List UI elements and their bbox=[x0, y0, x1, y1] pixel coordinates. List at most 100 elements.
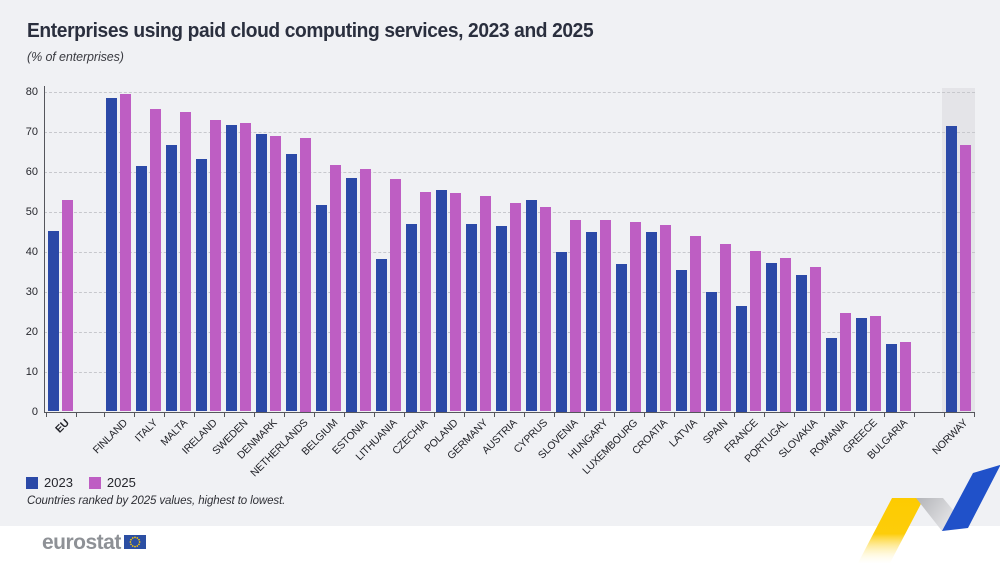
bar-2025-lithuania bbox=[390, 179, 401, 412]
x-axis-tick bbox=[883, 412, 885, 417]
footer-bar bbox=[0, 526, 1000, 563]
bar-2025-ireland bbox=[210, 119, 221, 412]
bar-2025-luxembourg bbox=[630, 221, 641, 412]
bar-2025-bulgaria bbox=[900, 342, 911, 412]
bar-2025-norway bbox=[960, 145, 971, 412]
bar-2025-cyprus bbox=[540, 206, 551, 412]
bar-2025-portugal bbox=[780, 257, 791, 412]
x-axis-tick bbox=[673, 412, 675, 417]
x-axis-tick bbox=[133, 412, 135, 417]
chart-subtitle: (% of enterprises) bbox=[27, 50, 124, 64]
bar-2023-hungary bbox=[586, 232, 597, 412]
x-axis-tick bbox=[853, 412, 855, 417]
eurostat-logo: eurostat bbox=[42, 531, 146, 554]
bar-2023-estonia bbox=[346, 177, 357, 412]
bar-2023-poland bbox=[436, 189, 447, 412]
x-axis-tick bbox=[793, 412, 795, 417]
x-axis-tick bbox=[193, 412, 195, 417]
x-axis-tick bbox=[223, 412, 225, 417]
bar-2023-ireland bbox=[196, 159, 207, 412]
gridline-60 bbox=[44, 171, 975, 173]
bar-2023-portugal bbox=[766, 262, 777, 412]
eu-flag-icon bbox=[123, 535, 146, 554]
bar-2023-czechia bbox=[406, 223, 417, 412]
bar-2025-germany bbox=[480, 195, 491, 412]
x-axis-tick bbox=[163, 412, 165, 417]
bar-2025-austria bbox=[510, 203, 521, 412]
gridline-70 bbox=[44, 131, 975, 133]
x-axis-tick bbox=[523, 412, 525, 417]
x-axis-tick bbox=[583, 412, 585, 417]
bar-2023-malta bbox=[166, 144, 177, 412]
gridline-40 bbox=[44, 251, 975, 253]
y-axis-tick-label: 80 bbox=[25, 85, 38, 98]
x-axis-tick bbox=[403, 412, 405, 417]
x-axis-tick bbox=[493, 412, 495, 417]
bar-2025-slovakia bbox=[810, 266, 821, 412]
gridline-10 bbox=[44, 371, 975, 373]
bar-2023-netherlands bbox=[286, 154, 297, 412]
legend-entry-2023: 2023 bbox=[26, 475, 73, 490]
bar-2023-romania bbox=[826, 338, 837, 412]
bar-2025-eu bbox=[62, 199, 73, 412]
bar-2025-malta bbox=[180, 111, 191, 412]
x-axis-tick bbox=[343, 412, 345, 417]
x-axis-tick bbox=[283, 412, 285, 417]
bar-2025-croatia bbox=[660, 225, 671, 412]
bar-2023-sweden bbox=[226, 125, 237, 412]
chart-legend: 2023 2025 bbox=[26, 475, 136, 490]
x-axis-line bbox=[44, 411, 975, 413]
x-axis-tick bbox=[45, 412, 47, 417]
bar-2025-latvia bbox=[690, 235, 701, 412]
legend-label-2025: 2025 bbox=[106, 475, 136, 490]
bar-2025-sweden bbox=[240, 122, 251, 412]
bar-2023-greece bbox=[856, 318, 867, 412]
y-axis-line bbox=[44, 86, 45, 412]
legend-swatch-2023-icon bbox=[26, 476, 38, 489]
gridline-80 bbox=[44, 91, 975, 93]
bar-2025-italy bbox=[150, 109, 161, 412]
legend-label-2023: 2023 bbox=[44, 475, 73, 490]
gridline-20 bbox=[44, 331, 975, 333]
x-axis-tick bbox=[373, 412, 375, 417]
bar-2023-latvia bbox=[676, 269, 687, 412]
x-axis-tick bbox=[75, 412, 77, 417]
bar-2025-finland bbox=[120, 94, 131, 412]
x-axis-tick bbox=[703, 412, 705, 417]
x-axis-tick bbox=[433, 412, 435, 417]
chart-title: Enterprises using paid cloud computing s… bbox=[27, 20, 594, 42]
x-axis-tick bbox=[733, 412, 735, 417]
x-axis-tick bbox=[943, 412, 945, 417]
bar-2023-croatia bbox=[646, 231, 657, 412]
bar-2023-luxembourg bbox=[616, 264, 627, 412]
bar-2023-belgium bbox=[316, 205, 327, 412]
bar-2023-italy bbox=[136, 165, 147, 412]
bar-2025-romania bbox=[840, 313, 851, 412]
y-axis-tick-label: 50 bbox=[25, 205, 38, 218]
bar-2023-eu bbox=[48, 230, 59, 412]
x-axis-tick bbox=[913, 412, 915, 417]
bar-2023-finland bbox=[106, 98, 117, 412]
bar-2025-denmark bbox=[270, 135, 281, 412]
gridline-30 bbox=[44, 291, 975, 293]
bar-2025-belgium bbox=[330, 165, 341, 412]
x-axis-tick bbox=[553, 412, 555, 417]
bar-2023-cyprus bbox=[526, 200, 537, 412]
bar-2025-greece bbox=[870, 315, 881, 412]
x-axis-tick bbox=[973, 412, 975, 417]
x-axis-tick bbox=[613, 412, 615, 417]
x-axis-tick bbox=[763, 412, 765, 417]
bar-2025-france bbox=[750, 250, 761, 412]
x-axis-tick bbox=[463, 412, 465, 417]
bar-2025-hungary bbox=[600, 220, 611, 412]
y-axis-tick-label: 30 bbox=[25, 285, 38, 298]
x-axis-tick bbox=[643, 412, 645, 417]
bar-2023-germany bbox=[466, 223, 477, 412]
legend-swatch-2025-icon bbox=[88, 476, 101, 489]
bar-2025-czechia bbox=[420, 192, 431, 412]
x-axis-tick bbox=[313, 412, 315, 417]
y-axis-tick-label: 40 bbox=[25, 245, 38, 258]
eurostat-ribbon-decoration-icon bbox=[858, 465, 1000, 563]
